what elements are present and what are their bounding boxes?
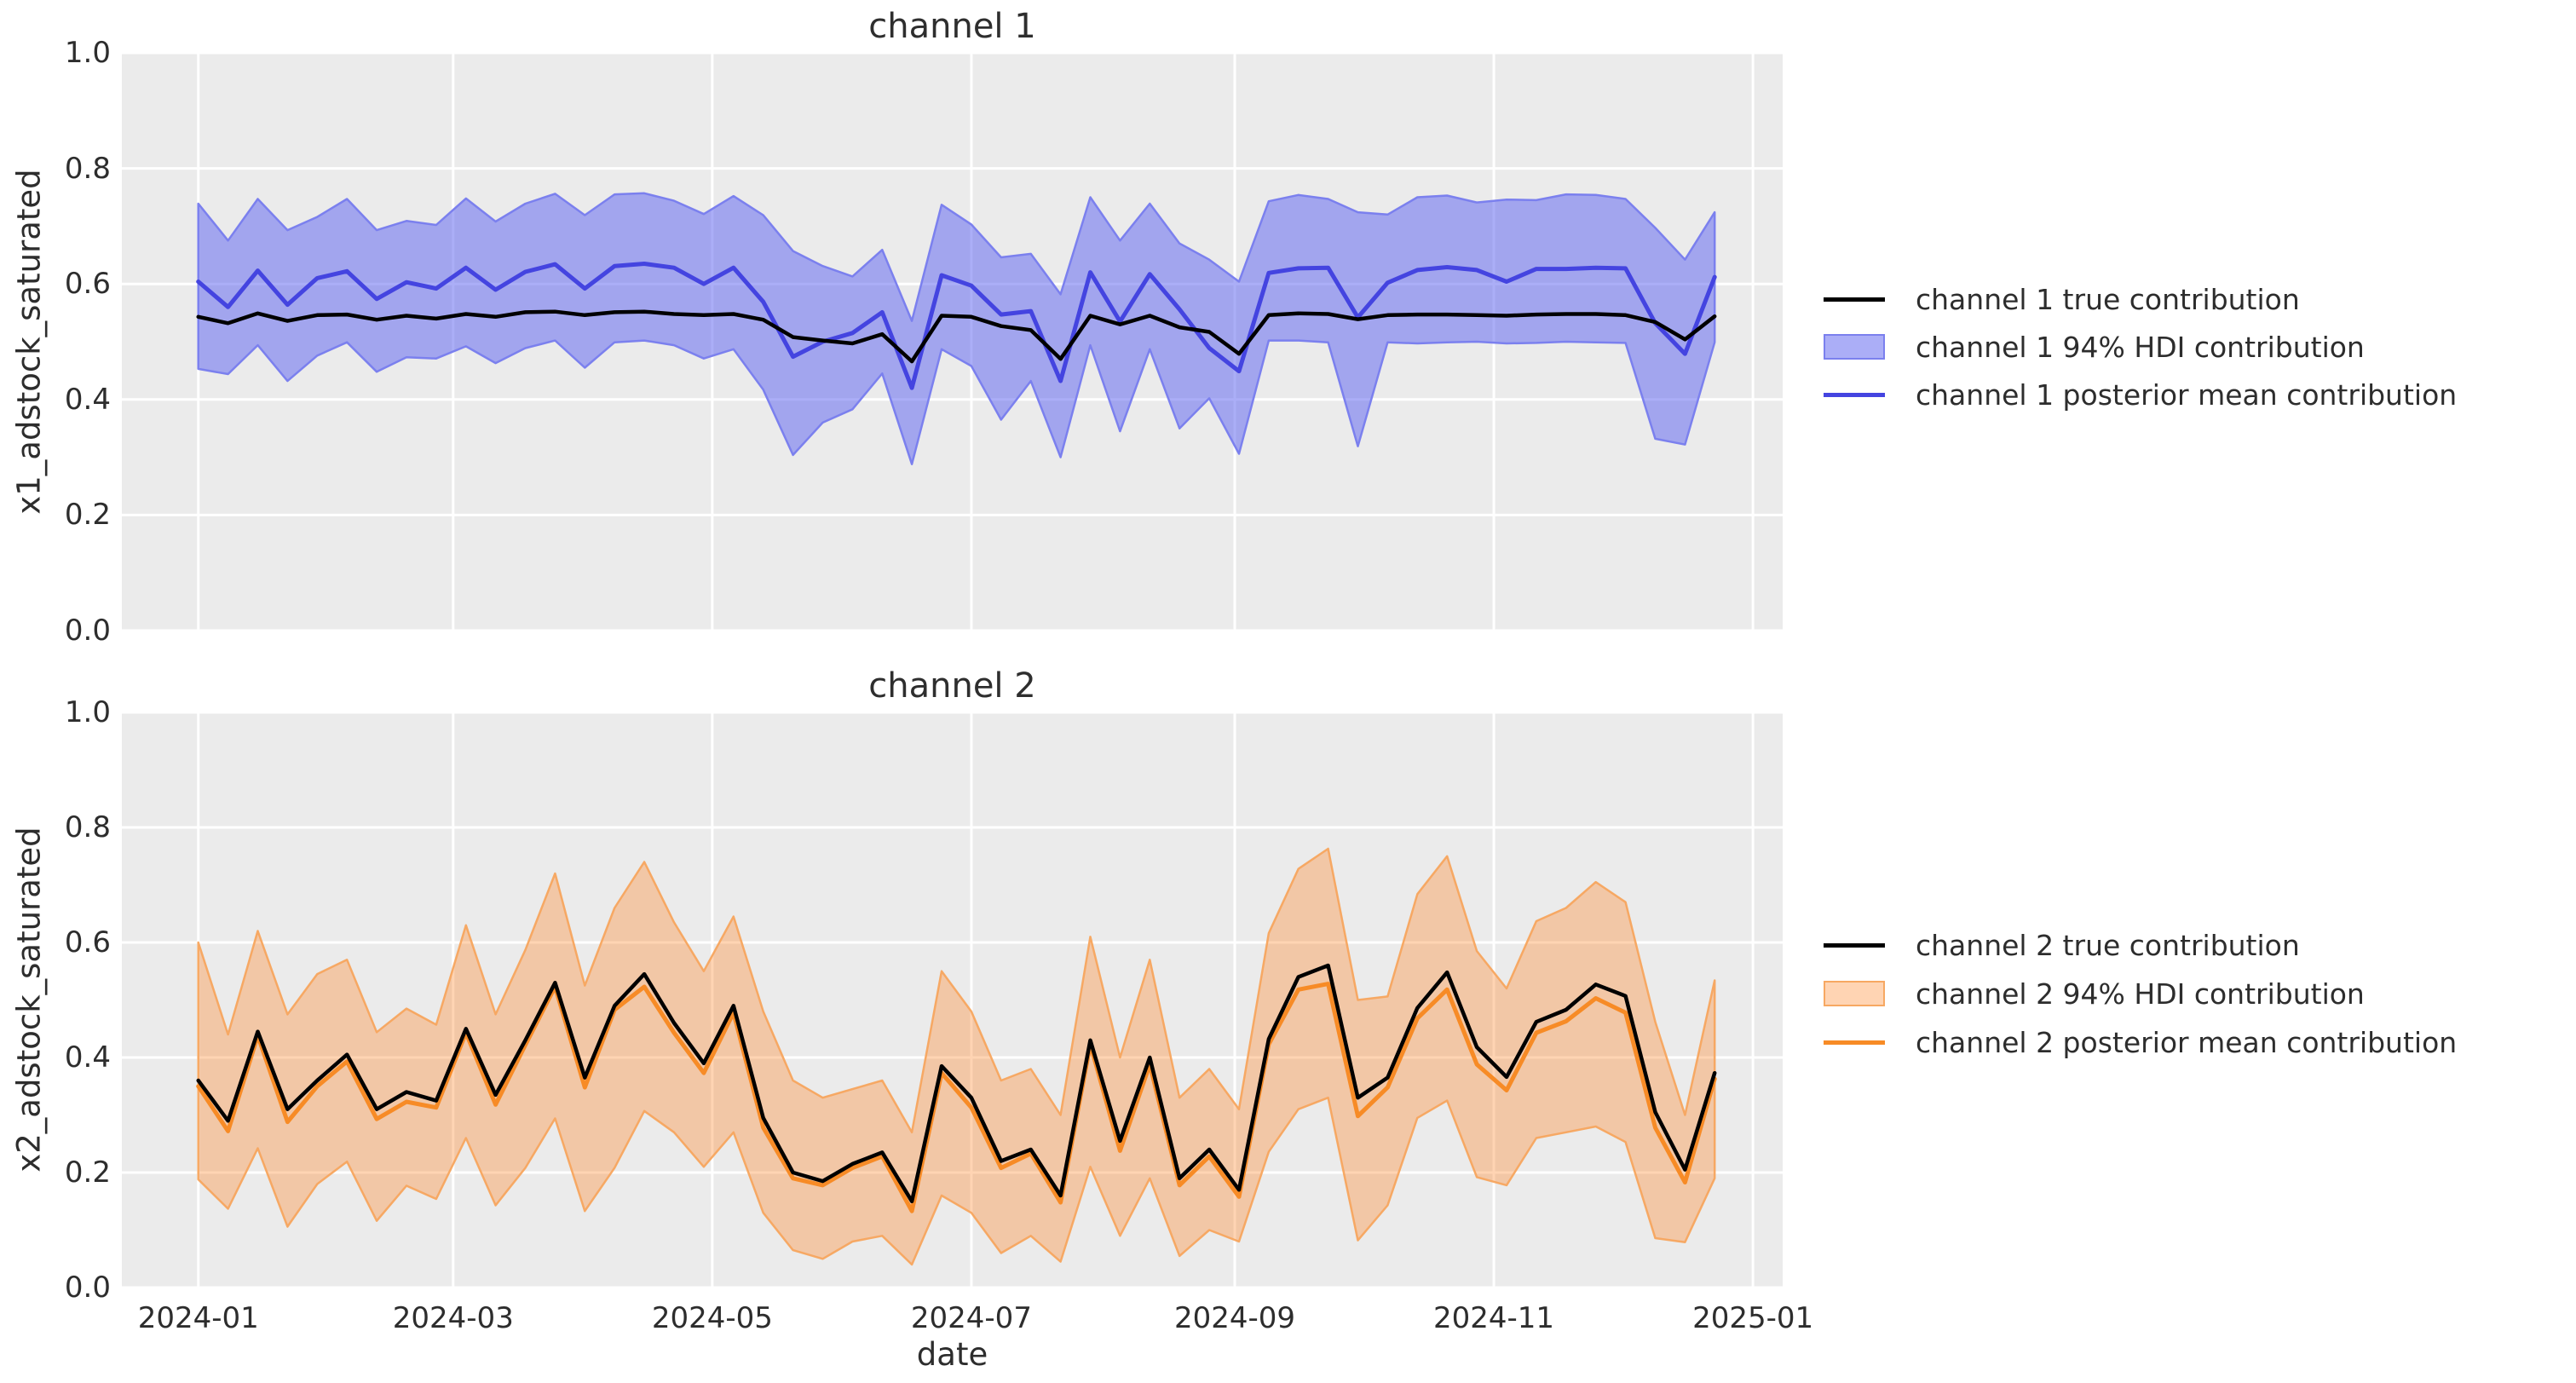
x-tick-label: 2024-07: [910, 1301, 1032, 1335]
chart1-ylabel: x1_adstock_saturated: [10, 169, 48, 515]
legend-item: channel 1 94% HDI contribution: [1824, 323, 2365, 371]
x-axis-label: date: [916, 1336, 988, 1373]
legend-item: channel 2 posterior mean contribution: [1824, 1018, 2457, 1066]
y-tick-label: 0.8: [64, 151, 111, 186]
true-contribution-line: [196, 963, 1717, 1204]
y-tick-label: 0.2: [64, 1155, 111, 1190]
y-tick-label: 0.8: [64, 810, 111, 844]
chart2-title: channel 2: [868, 666, 1036, 706]
x-tick-label: 2024-05: [651, 1301, 773, 1335]
legend-item: channel 1 posterior mean contribution: [1824, 371, 2457, 418]
true-line-swatch: [1824, 297, 1885, 302]
legend-item-label: channel 1 posterior mean contribution: [1916, 377, 2458, 412]
true-contribution-line: [196, 309, 1717, 364]
y-tick-label: 0.6: [64, 925, 111, 959]
channel-2-svg: [122, 712, 1783, 1288]
legend-item-label: channel 1 true contribution: [1916, 282, 2300, 316]
chart1-plot-area: [122, 53, 1783, 631]
mean-line-swatch: [1824, 1040, 1885, 1045]
legend-item: channel 1 true contribution: [1824, 275, 2300, 323]
y-tick-label: 1.0: [64, 695, 111, 729]
legend-item: channel 2 94% HDI contribution: [1824, 970, 2365, 1017]
hdi-band: [197, 847, 1716, 1266]
y-tick-label: 0.6: [64, 267, 111, 302]
x-tick-label: 2024-01: [137, 1301, 259, 1335]
posterior-mean-line: [196, 982, 1717, 1213]
y-tick-label: 0.0: [64, 614, 111, 648]
y-tick-label: 0.0: [64, 1271, 111, 1305]
chart2-plot-area: [122, 712, 1783, 1288]
y-tick-label: 0.2: [64, 498, 111, 533]
x-tick-label: 2024-09: [1173, 1301, 1295, 1335]
legend-item-label: channel 1 94% HDI contribution: [1916, 330, 2365, 364]
legend-item-label: channel 2 94% HDI contribution: [1916, 977, 2365, 1011]
hdi-patch-swatch: [1824, 981, 1885, 1006]
chart2-ylabel: x2_adstock_saturated: [10, 827, 48, 1173]
x-tick-label: 2025-01: [1692, 1301, 1814, 1335]
chart1-title: channel 1: [868, 7, 1036, 46]
legend-item-label: channel 2 true contribution: [1916, 928, 2300, 962]
legend-item: channel 2 true contribution: [1824, 921, 2300, 969]
y-tick-label: 0.4: [64, 382, 111, 417]
posterior-mean-line: [196, 262, 1717, 390]
hdi-patch-swatch: [1824, 334, 1885, 360]
y-tick-label: 1.0: [64, 36, 111, 70]
legend-item-label: channel 2 posterior mean contribution: [1916, 1025, 2458, 1059]
channel-1-svg: [122, 53, 1783, 631]
x-tick-label: 2024-03: [392, 1301, 514, 1335]
mean-line-swatch: [1824, 392, 1885, 397]
true-line-swatch: [1824, 942, 1885, 948]
y-tick-label: 0.4: [64, 1040, 111, 1075]
x-tick-label: 2024-11: [1433, 1301, 1555, 1335]
hdi-band: [197, 192, 1716, 465]
